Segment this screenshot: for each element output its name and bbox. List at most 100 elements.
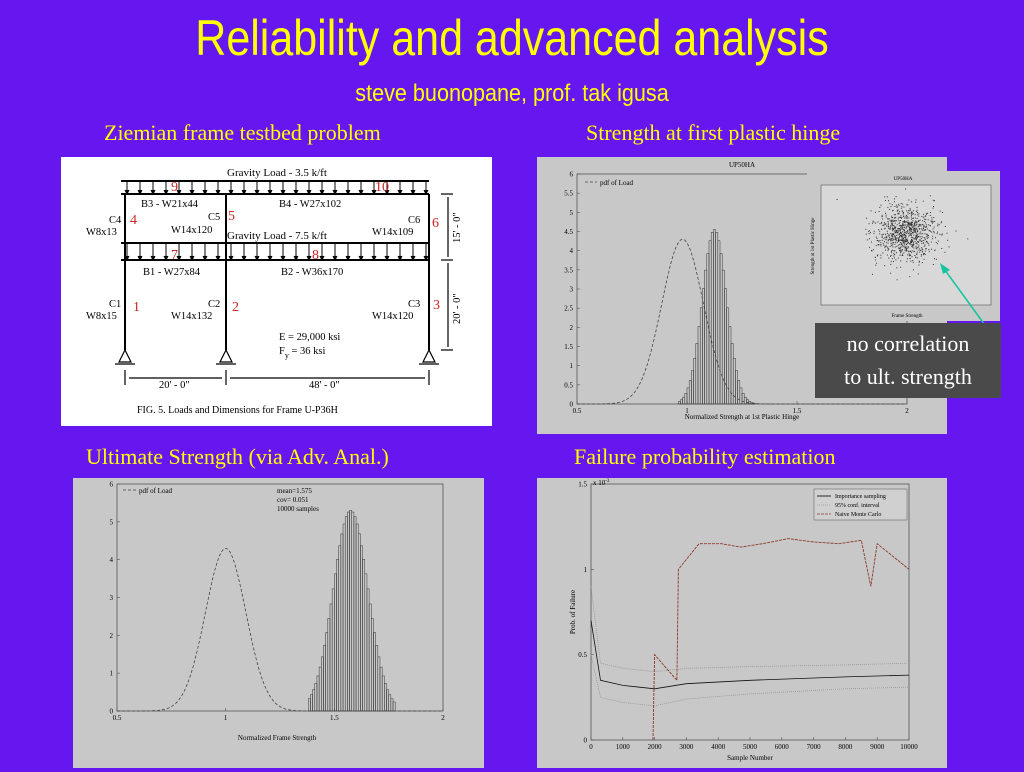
inset-scatter-point bbox=[931, 217, 933, 219]
inset-scatter-point bbox=[923, 216, 924, 218]
inset-scatter-point bbox=[911, 223, 913, 225]
ultimate-ytick-label: 2 bbox=[110, 632, 114, 640]
inset-scatter-point bbox=[893, 234, 894, 236]
inset-scatter-point bbox=[893, 233, 895, 235]
hinge-ytick-label: 2.5 bbox=[564, 305, 573, 313]
inset-scatter-point bbox=[906, 241, 908, 243]
inset-scatter-point bbox=[921, 248, 923, 250]
ultimate-xtick-label: 0.5 bbox=[113, 714, 122, 722]
inset-scatter-point bbox=[897, 213, 899, 215]
failure-ytick-label: 1.5 bbox=[578, 481, 587, 489]
inset-scatter-point bbox=[932, 222, 933, 224]
ultimate-histogram-bar bbox=[392, 701, 396, 712]
load-arrowhead-top bbox=[267, 189, 273, 196]
inset-scatter-point bbox=[903, 229, 905, 230]
inset-scatter-point bbox=[890, 237, 892, 239]
inset-scatter-point bbox=[926, 224, 928, 226]
inset-scatter-point bbox=[905, 237, 906, 239]
inset-scatter-point bbox=[911, 213, 913, 215]
inset-scatter-point bbox=[908, 233, 910, 235]
frame-figure-caption: FIG. 5. Loads and Dimensions for Frame U… bbox=[137, 405, 338, 416]
inset-scatter-point bbox=[906, 240, 908, 242]
inset-scatter-point bbox=[913, 227, 915, 229]
inset-scatter-point bbox=[913, 238, 915, 240]
inset-scatter-point bbox=[900, 235, 902, 237]
inset-scatter-point bbox=[882, 224, 884, 226]
inset-scatter-point bbox=[918, 224, 920, 226]
inset-scatter-point bbox=[923, 229, 925, 231]
inset-scatter-point bbox=[886, 232, 888, 234]
inset-scatter-point bbox=[910, 216, 912, 218]
load-arrowhead-top bbox=[228, 189, 234, 196]
hinge-histogram-bar bbox=[737, 380, 741, 405]
inset-scatter-point bbox=[889, 246, 891, 247]
inset-scatter-point bbox=[913, 251, 915, 253]
inset-scatter-point bbox=[894, 217, 895, 219]
inset-scatter-point bbox=[890, 240, 892, 242]
inset-scatter-point bbox=[880, 254, 882, 256]
inset-scatter-point bbox=[916, 236, 918, 238]
inset-scatter-point bbox=[931, 248, 932, 250]
inset-scatter-point bbox=[887, 206, 889, 208]
inset-scatter-point bbox=[886, 196, 888, 198]
inset-scatter-point bbox=[898, 237, 900, 239]
inset-scatter-point bbox=[902, 213, 904, 215]
inset-scatter-point bbox=[895, 259, 897, 261]
inset-scatter-point bbox=[899, 216, 901, 218]
inset-scatter-point bbox=[901, 210, 903, 212]
load-arrowhead-mid bbox=[124, 255, 130, 262]
inset-scatter-point bbox=[891, 224, 893, 226]
inset-scatter-point bbox=[897, 240, 899, 242]
inset-scatter-point bbox=[909, 228, 911, 230]
inset-scatter-point bbox=[944, 226, 946, 227]
inset-scatter-point bbox=[916, 227, 918, 229]
inset-scatter-point bbox=[881, 214, 883, 216]
inset-scatter-point bbox=[899, 228, 901, 230]
inset-scatter-point bbox=[906, 238, 908, 240]
inset-scatter-point bbox=[892, 228, 894, 230]
ultimate-histogram-bar bbox=[351, 511, 355, 712]
inset-scatter-point bbox=[912, 232, 914, 234]
inset-scatter-point bbox=[921, 229, 923, 231]
inset-scatter-point bbox=[928, 244, 930, 246]
inset-scatter-point bbox=[923, 218, 925, 220]
inset-scatter-point bbox=[908, 224, 910, 226]
inset-scatter-point bbox=[924, 244, 926, 246]
inset-scatter-point bbox=[931, 221, 933, 223]
inset-scatter-point bbox=[941, 248, 943, 249]
inset-scatter-point bbox=[914, 217, 916, 219]
ultimate-stat-samples: 10000 samples bbox=[277, 505, 319, 513]
inset-scatter-point bbox=[909, 230, 911, 232]
inset-scatter-point bbox=[884, 237, 886, 239]
inset-scatter-point bbox=[882, 252, 884, 254]
inset-scatter-point bbox=[927, 219, 929, 221]
inset-scatter-point bbox=[912, 244, 914, 246]
ultimate-chart: pdf of Load mean=1.575 cov= 0.051 10000 … bbox=[110, 481, 446, 743]
inset-scatter-point bbox=[905, 248, 907, 250]
callout-line-2: to ult. strength bbox=[844, 364, 972, 389]
inset-scatter-point bbox=[902, 228, 904, 230]
inset-scatter-point bbox=[913, 222, 915, 224]
inset-scatter-point bbox=[907, 220, 909, 222]
inset-scatter-point bbox=[906, 226, 907, 228]
inset-scatter-point bbox=[901, 244, 903, 246]
failure-xtick-label: 3000 bbox=[679, 743, 694, 751]
hinge-histogram-bar bbox=[724, 288, 727, 405]
inset-scatter-point bbox=[889, 228, 891, 230]
inset-scatter-point bbox=[923, 225, 925, 227]
inset-scatter-point bbox=[910, 234, 912, 236]
hinge-number-9: 9 bbox=[171, 180, 178, 195]
inset-scatter-point bbox=[925, 226, 927, 228]
inset-scatter-point bbox=[887, 226, 889, 228]
inset-scatter-point bbox=[888, 226, 890, 228]
ultimate-ytick-label: 5 bbox=[110, 518, 114, 526]
hinge-number-5: 5 bbox=[228, 209, 235, 224]
inset-scatter-point bbox=[912, 237, 914, 239]
inset-scatter-point bbox=[921, 247, 923, 249]
inset-scatter-point bbox=[892, 229, 894, 231]
inset-scatter-point bbox=[913, 242, 915, 244]
inset-scatter-point bbox=[908, 217, 910, 219]
inset-scatter-point bbox=[920, 224, 921, 226]
load-arrowhead-top bbox=[202, 189, 208, 196]
inset-scatter-point bbox=[890, 225, 892, 227]
